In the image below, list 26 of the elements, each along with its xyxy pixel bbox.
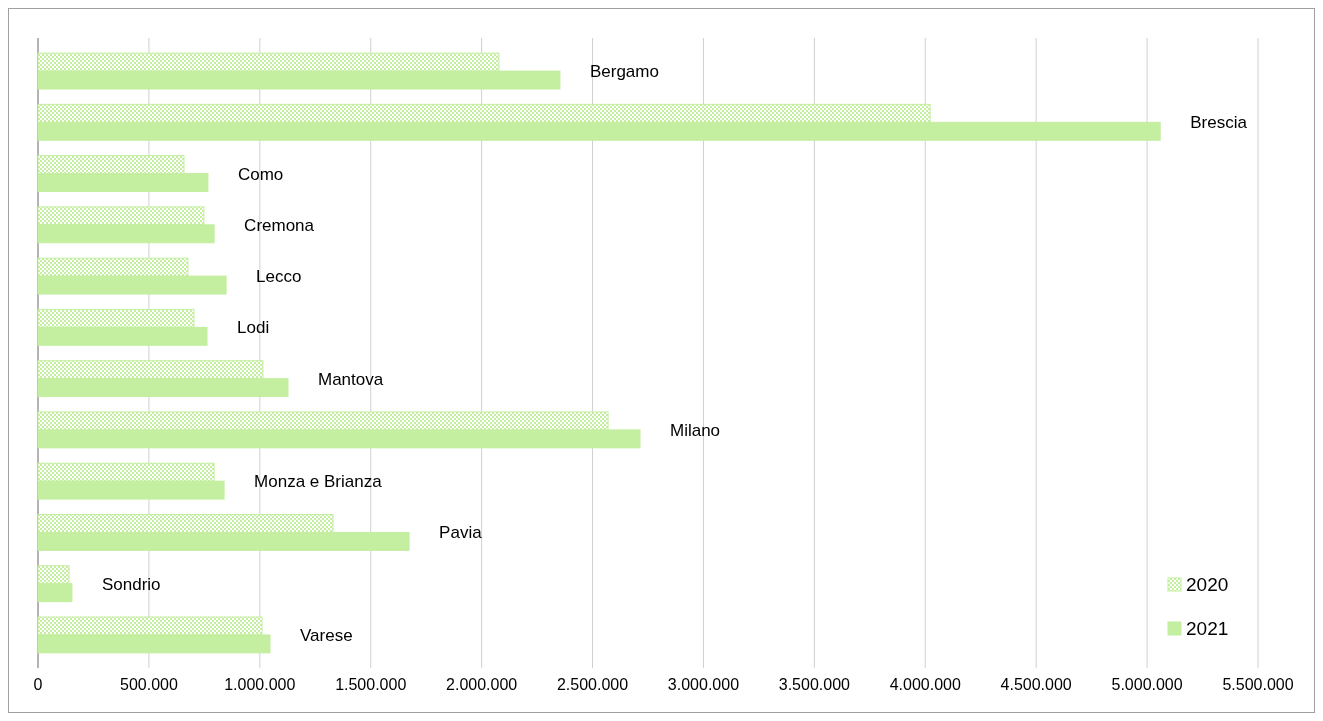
y-tick-label: Brescia	[1190, 113, 1248, 133]
y-tick-label: Bergamo	[589, 62, 659, 82]
legend-label: 2020	[1186, 574, 1229, 595]
y-tick-label: Lecco	[256, 267, 302, 287]
x-tick-label: 2.500.000	[556, 676, 629, 693]
legend-label: 2021	[1186, 618, 1229, 639]
y-tick-label: Cremona	[244, 215, 315, 235]
x-tick-label: 1.000.000	[224, 676, 296, 693]
y-tick-label: Monza e Brianza	[254, 472, 383, 492]
x-tick-label: 2.000.000	[446, 676, 518, 693]
x-tick-label: 5.500.000	[1222, 676, 1294, 693]
y-tick-label: Como	[237, 164, 284, 184]
x-tick-label: 5.000.000	[1111, 676, 1183, 693]
x-tick-label: 3.000.000	[667, 676, 740, 693]
y-tick-label: Sondrio	[101, 574, 161, 594]
x-tick-label: 0	[33, 676, 43, 693]
x-tick-label: 4.000.000	[889, 676, 961, 693]
x-tick-label: 1.500.000	[335, 676, 407, 693]
y-tick-label: Varese	[300, 625, 353, 645]
x-tick-label: 4.500.000	[1000, 676, 1072, 693]
y-tick-label: Lodi	[237, 318, 270, 338]
y-tick-label: Mantova	[317, 369, 384, 389]
x-tick-label: 500.000	[119, 676, 178, 693]
y-tick-label: Pavia	[439, 523, 483, 543]
x-tick-label: 3.500.000	[778, 676, 851, 693]
y-tick-label: Milano	[670, 420, 721, 440]
